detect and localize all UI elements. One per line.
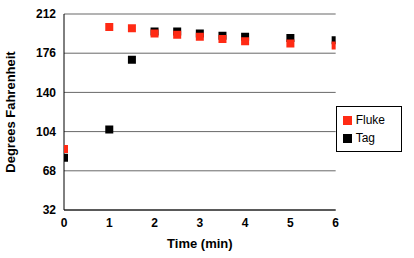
- svg-text:32: 32: [43, 203, 57, 217]
- svg-text:212: 212: [36, 7, 56, 21]
- svg-text:0: 0: [61, 216, 68, 230]
- svg-text:104: 104: [36, 125, 56, 139]
- svg-text:176: 176: [36, 46, 56, 60]
- svg-text:Time (min): Time (min): [167, 236, 233, 251]
- svg-text:6: 6: [332, 216, 339, 230]
- svg-text:2: 2: [151, 216, 158, 230]
- svg-text:140: 140: [36, 86, 56, 100]
- svg-text:4: 4: [242, 216, 249, 230]
- svg-text:1: 1: [106, 216, 113, 230]
- svg-text:5: 5: [287, 216, 294, 230]
- svg-text:68: 68: [43, 164, 57, 178]
- html-text:Tag: Tag: [355, 131, 375, 145]
- svg-text:Degrees Fahrenheit: Degrees Fahrenheit: [8, 51, 18, 173]
- html-text:Fluke: Fluke: [355, 113, 385, 127]
- svg-text:3: 3: [196, 216, 203, 230]
